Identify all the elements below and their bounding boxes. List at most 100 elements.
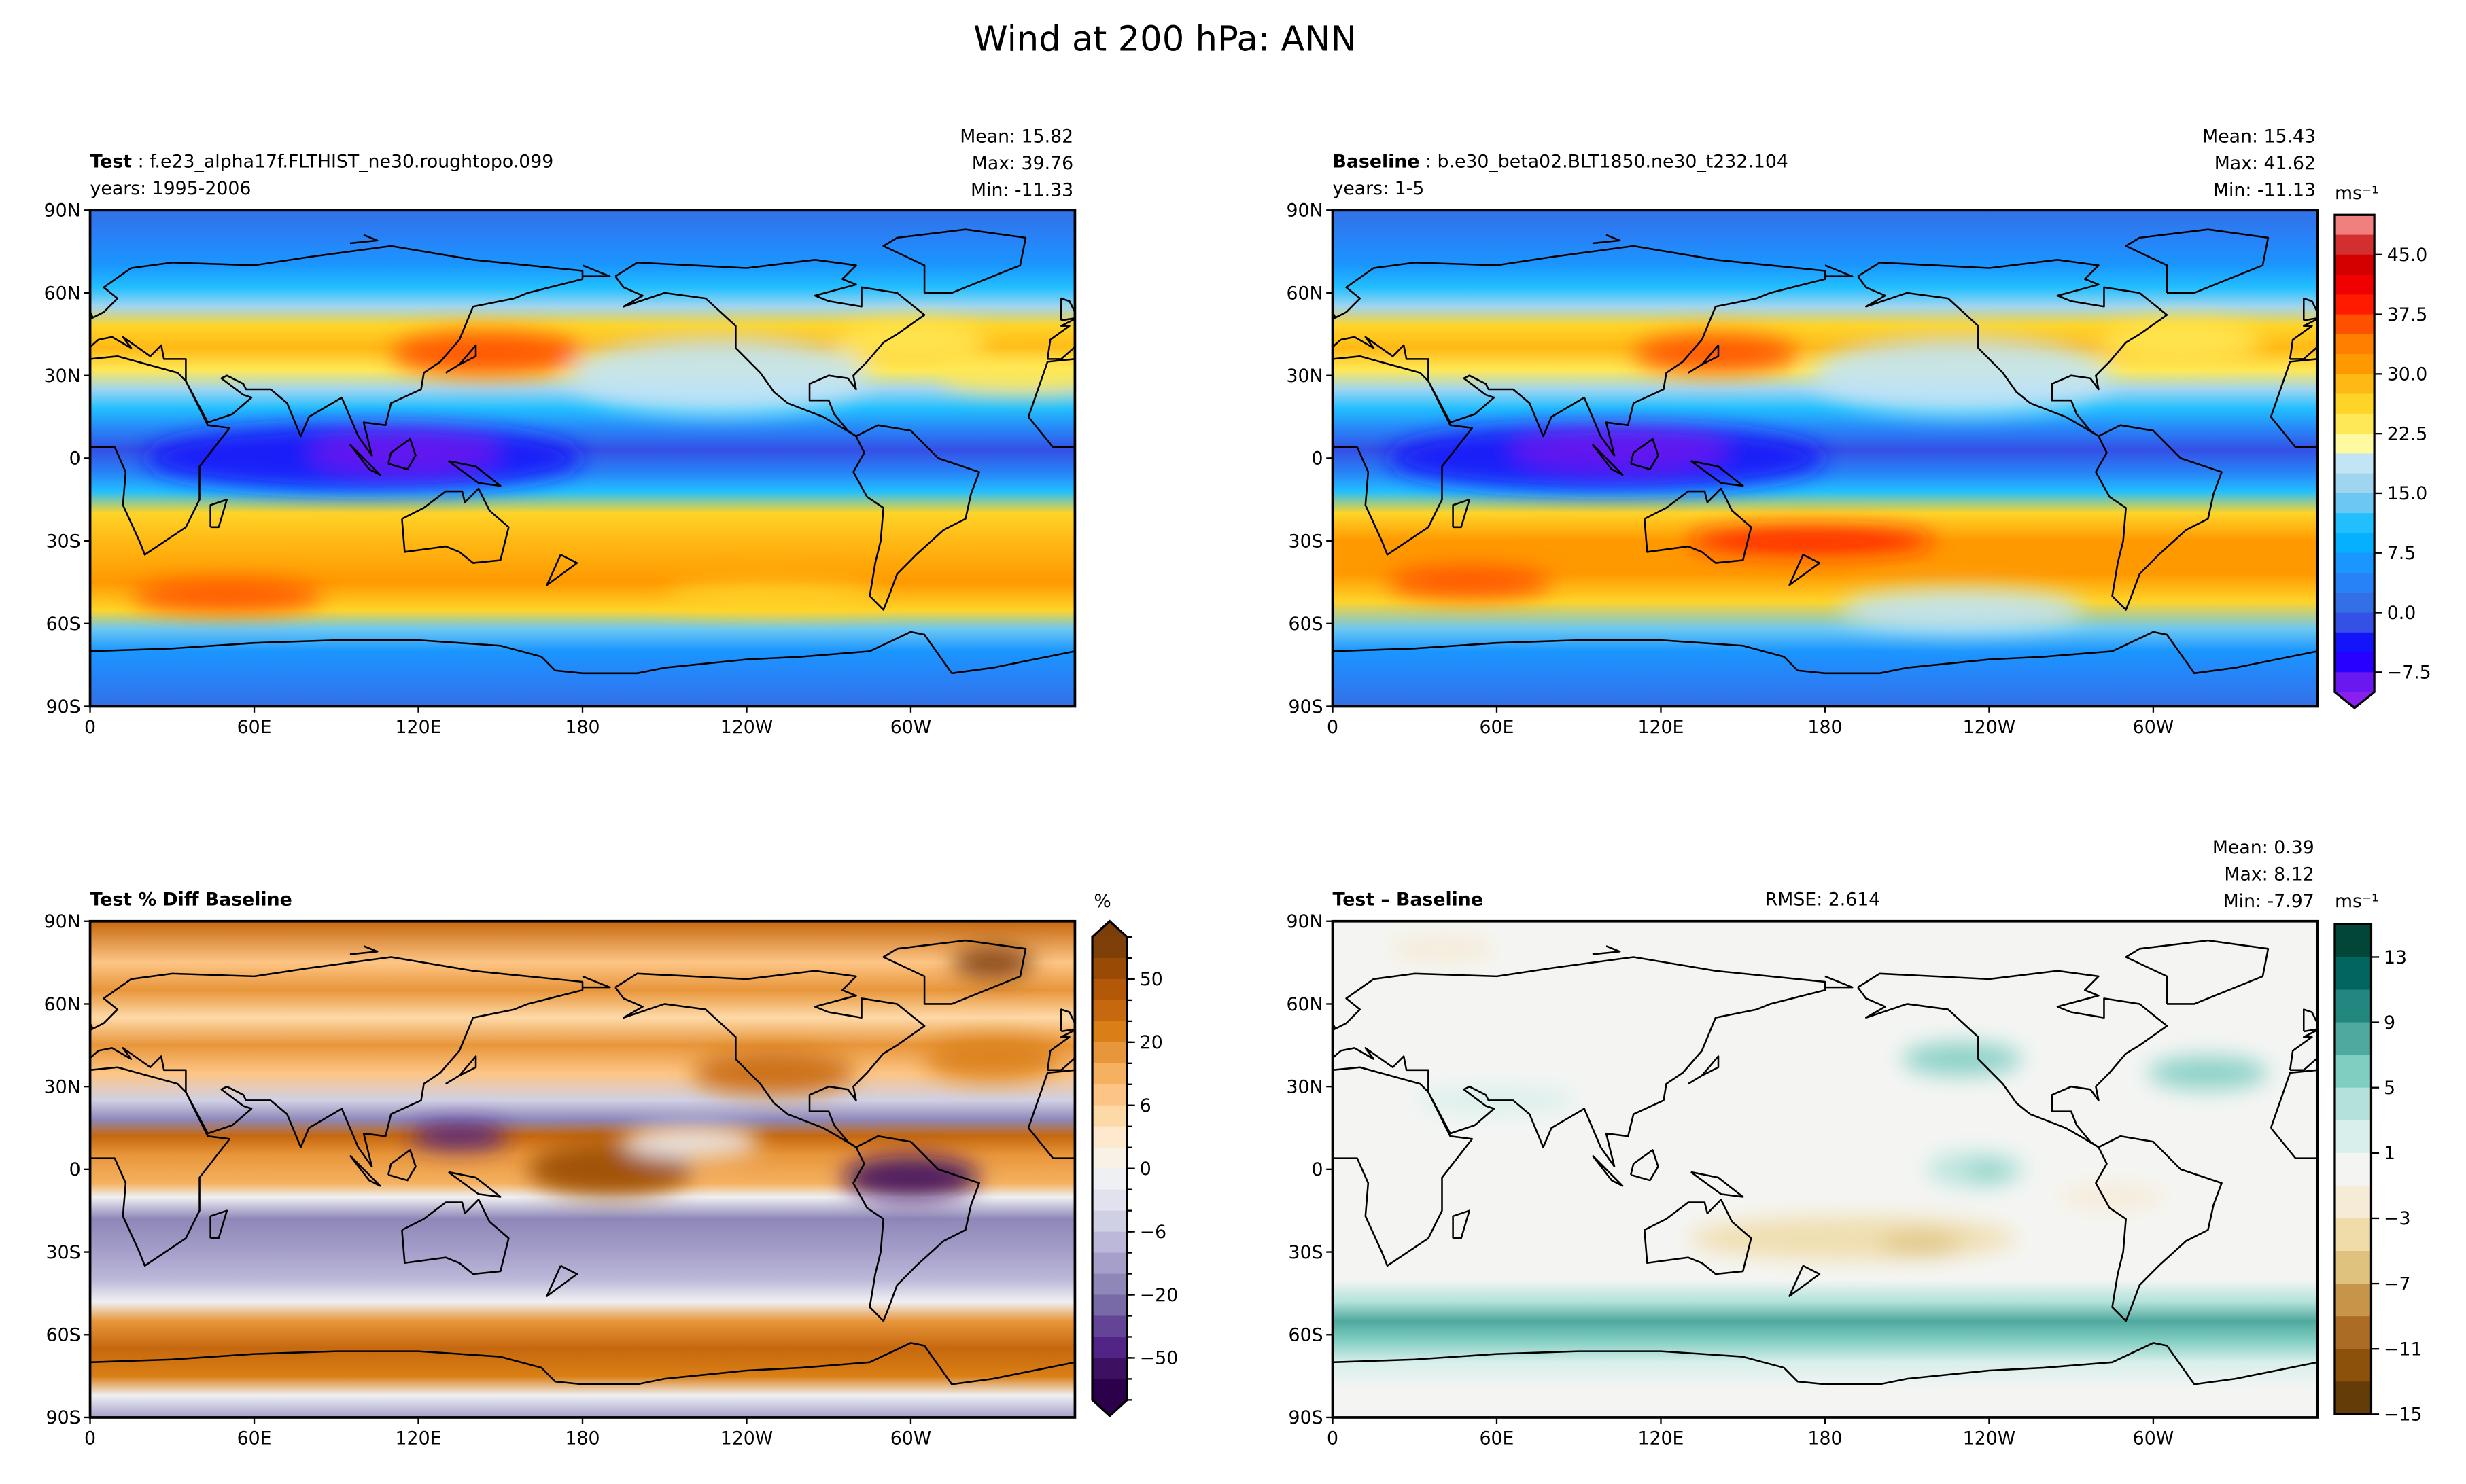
colorbar-segment	[1092, 1168, 1128, 1190]
lat-tick-label: 60N	[1287, 994, 1323, 1015]
colorbar-tick-label: 20	[1140, 1032, 1163, 1053]
lon-tick-label: 120W	[720, 1428, 773, 1449]
colorbar-tick-label: 0	[1140, 1159, 1151, 1180]
colorbar-segment	[1092, 1294, 1128, 1317]
colorbar-segment	[1092, 1231, 1128, 1254]
colorbar-segment	[2334, 393, 2375, 415]
field-feature	[924, 1037, 1062, 1082]
lon-tick-label: 120E	[396, 717, 442, 738]
colorbar-segment	[1092, 1126, 1128, 1148]
lon-tick-label: 180	[565, 717, 600, 738]
test-map-field	[90, 210, 1075, 707]
colorbar-segment	[1092, 1252, 1128, 1275]
colorbar-tick-label: −7.5	[2387, 662, 2431, 684]
lon-tick-label: 60W	[890, 1428, 931, 1449]
lat-tick-label: 60S	[46, 614, 81, 635]
pct-colorbar: 50 20 6 0 −6 −20 −50	[1091, 919, 1178, 1417]
lon-tick-label: 120W	[720, 717, 773, 738]
diff-mean: Mean: 0.39	[2212, 837, 2314, 858]
lon-tick-label: 120W	[1963, 1428, 2015, 1449]
lon-tick-label: 60W	[2133, 717, 2174, 738]
field-feature	[410, 1122, 509, 1150]
lon-tick-label: 0	[1327, 1428, 1338, 1449]
lon-tick-label: 180	[1807, 717, 1842, 738]
colorbar-segment	[2334, 434, 2375, 455]
colorbar-tick-label: −7	[2384, 1273, 2410, 1294]
colorbar-segment	[2334, 215, 2375, 236]
lat-tick-label: 0	[1312, 448, 1323, 470]
lat-tick-label: 90N	[44, 911, 81, 932]
diff-colorbar-unit: ms⁻¹	[2335, 891, 2379, 912]
colorbar-tick-label: 15.0	[2387, 483, 2428, 504]
colorbar-extend-min	[2334, 692, 2375, 708]
colorbar-tick-label: 6	[1140, 1095, 1151, 1116]
lat-tick-label: 90N	[1287, 911, 1323, 932]
test-years: years: 1995-2006	[90, 178, 251, 199]
lat-tick-label: 90S	[1289, 1407, 1323, 1428]
lon-tick-label: 120E	[1638, 1428, 1684, 1449]
lon-tick-label: 60E	[1480, 1428, 1514, 1449]
baseline-case-name: b.e30_beta02.BLT1850.ne30_t232.104	[1438, 152, 1788, 173]
colorbar-segment	[2334, 1055, 2372, 1089]
lat-tick-label: 30N	[44, 1076, 81, 1097]
colorbar-segment	[2334, 473, 2375, 495]
lat-tick-label: 30N	[1287, 366, 1323, 387]
lon-tick-label: 60E	[1480, 717, 1514, 738]
field-feature	[1811, 336, 2113, 414]
lat-tick-label: 60N	[1287, 283, 1323, 304]
field-feature	[623, 1125, 761, 1159]
field-feature	[131, 579, 323, 613]
pct-colorbar-unit: %	[1094, 891, 1111, 912]
field-feature	[952, 946, 1035, 979]
coastline	[583, 940, 1567, 1384]
diff-min: Min: -7.97	[2223, 891, 2314, 912]
field-feature	[1967, 1163, 2011, 1181]
coastline	[840, 940, 1825, 1384]
colorbar-segment	[1092, 1063, 1128, 1085]
colorbar-tick-label: 9	[2384, 1012, 2395, 1034]
lon-tick-label: 60W	[2133, 1428, 2174, 1449]
diff-colorbar: 13 9 5 1 −3 −7 −11 −15	[2333, 923, 2422, 1426]
colorbar-segment	[2334, 1185, 2372, 1220]
colorbar-segment	[2334, 957, 2372, 991]
lat-tick-label: 30N	[1287, 1076, 1323, 1097]
colorbar-segment	[2334, 1381, 2372, 1415]
field-feature	[2147, 1056, 2268, 1090]
lat-tick-label: 60S	[1289, 614, 1323, 635]
baseline-label: Baseline : b.e30_beta02.BLT1850.ne30_t23…	[1333, 152, 1788, 173]
colorbar-segment	[2334, 294, 2375, 315]
test-max: Max: 39.76	[972, 153, 1073, 174]
colorbar-segment	[2334, 1251, 2372, 1285]
colorbar-segment	[1092, 1000, 1128, 1023]
colorbar-tick-label: −50	[1140, 1348, 1178, 1369]
colorbar-segment	[2334, 493, 2375, 514]
colorbar-tick-label: −15	[2384, 1404, 2422, 1426]
colorbar-tick-label: −20	[1140, 1285, 1178, 1306]
coastline	[1825, 940, 2466, 1384]
field-feature	[1510, 427, 1730, 472]
colorbar-tick-label: 50	[1140, 969, 1163, 990]
wind-colorbar: 45.0 37.5 30.0 22.5 15.0 7.5 0.0 −7.5	[2333, 213, 2431, 709]
colorbar-segment	[2334, 1349, 2372, 1383]
colorbar-segment	[2334, 234, 2375, 255]
colorbar-segment	[2334, 612, 2375, 633]
lon-tick-label: 60W	[890, 717, 931, 738]
colorbar-segment	[1092, 978, 1128, 1002]
lat-tick-label: 30N	[44, 366, 81, 387]
field-feature	[1879, 1233, 1962, 1255]
field-feature	[1839, 588, 2085, 632]
lon-tick-label: 60E	[237, 717, 272, 738]
field-feature	[2057, 1183, 2168, 1211]
lon-tick-label: 180	[1807, 1428, 1842, 1449]
lon-tick-label: 120E	[396, 1428, 442, 1449]
test-label: Test : f.e23_alpha17f.FLTHIST_ne30.rough…	[90, 152, 554, 173]
colorbar-segment	[2334, 652, 2375, 673]
colorbar-segment	[2334, 1087, 2372, 1121]
colorbar-tick-label: −3	[2384, 1208, 2410, 1229]
baseline-mean: Mean: 15.43	[2202, 126, 2316, 147]
colorbar-segment	[2334, 334, 2375, 355]
colorbar-segment	[2334, 1284, 2372, 1318]
lat-tick-label: 30S	[46, 1242, 81, 1263]
